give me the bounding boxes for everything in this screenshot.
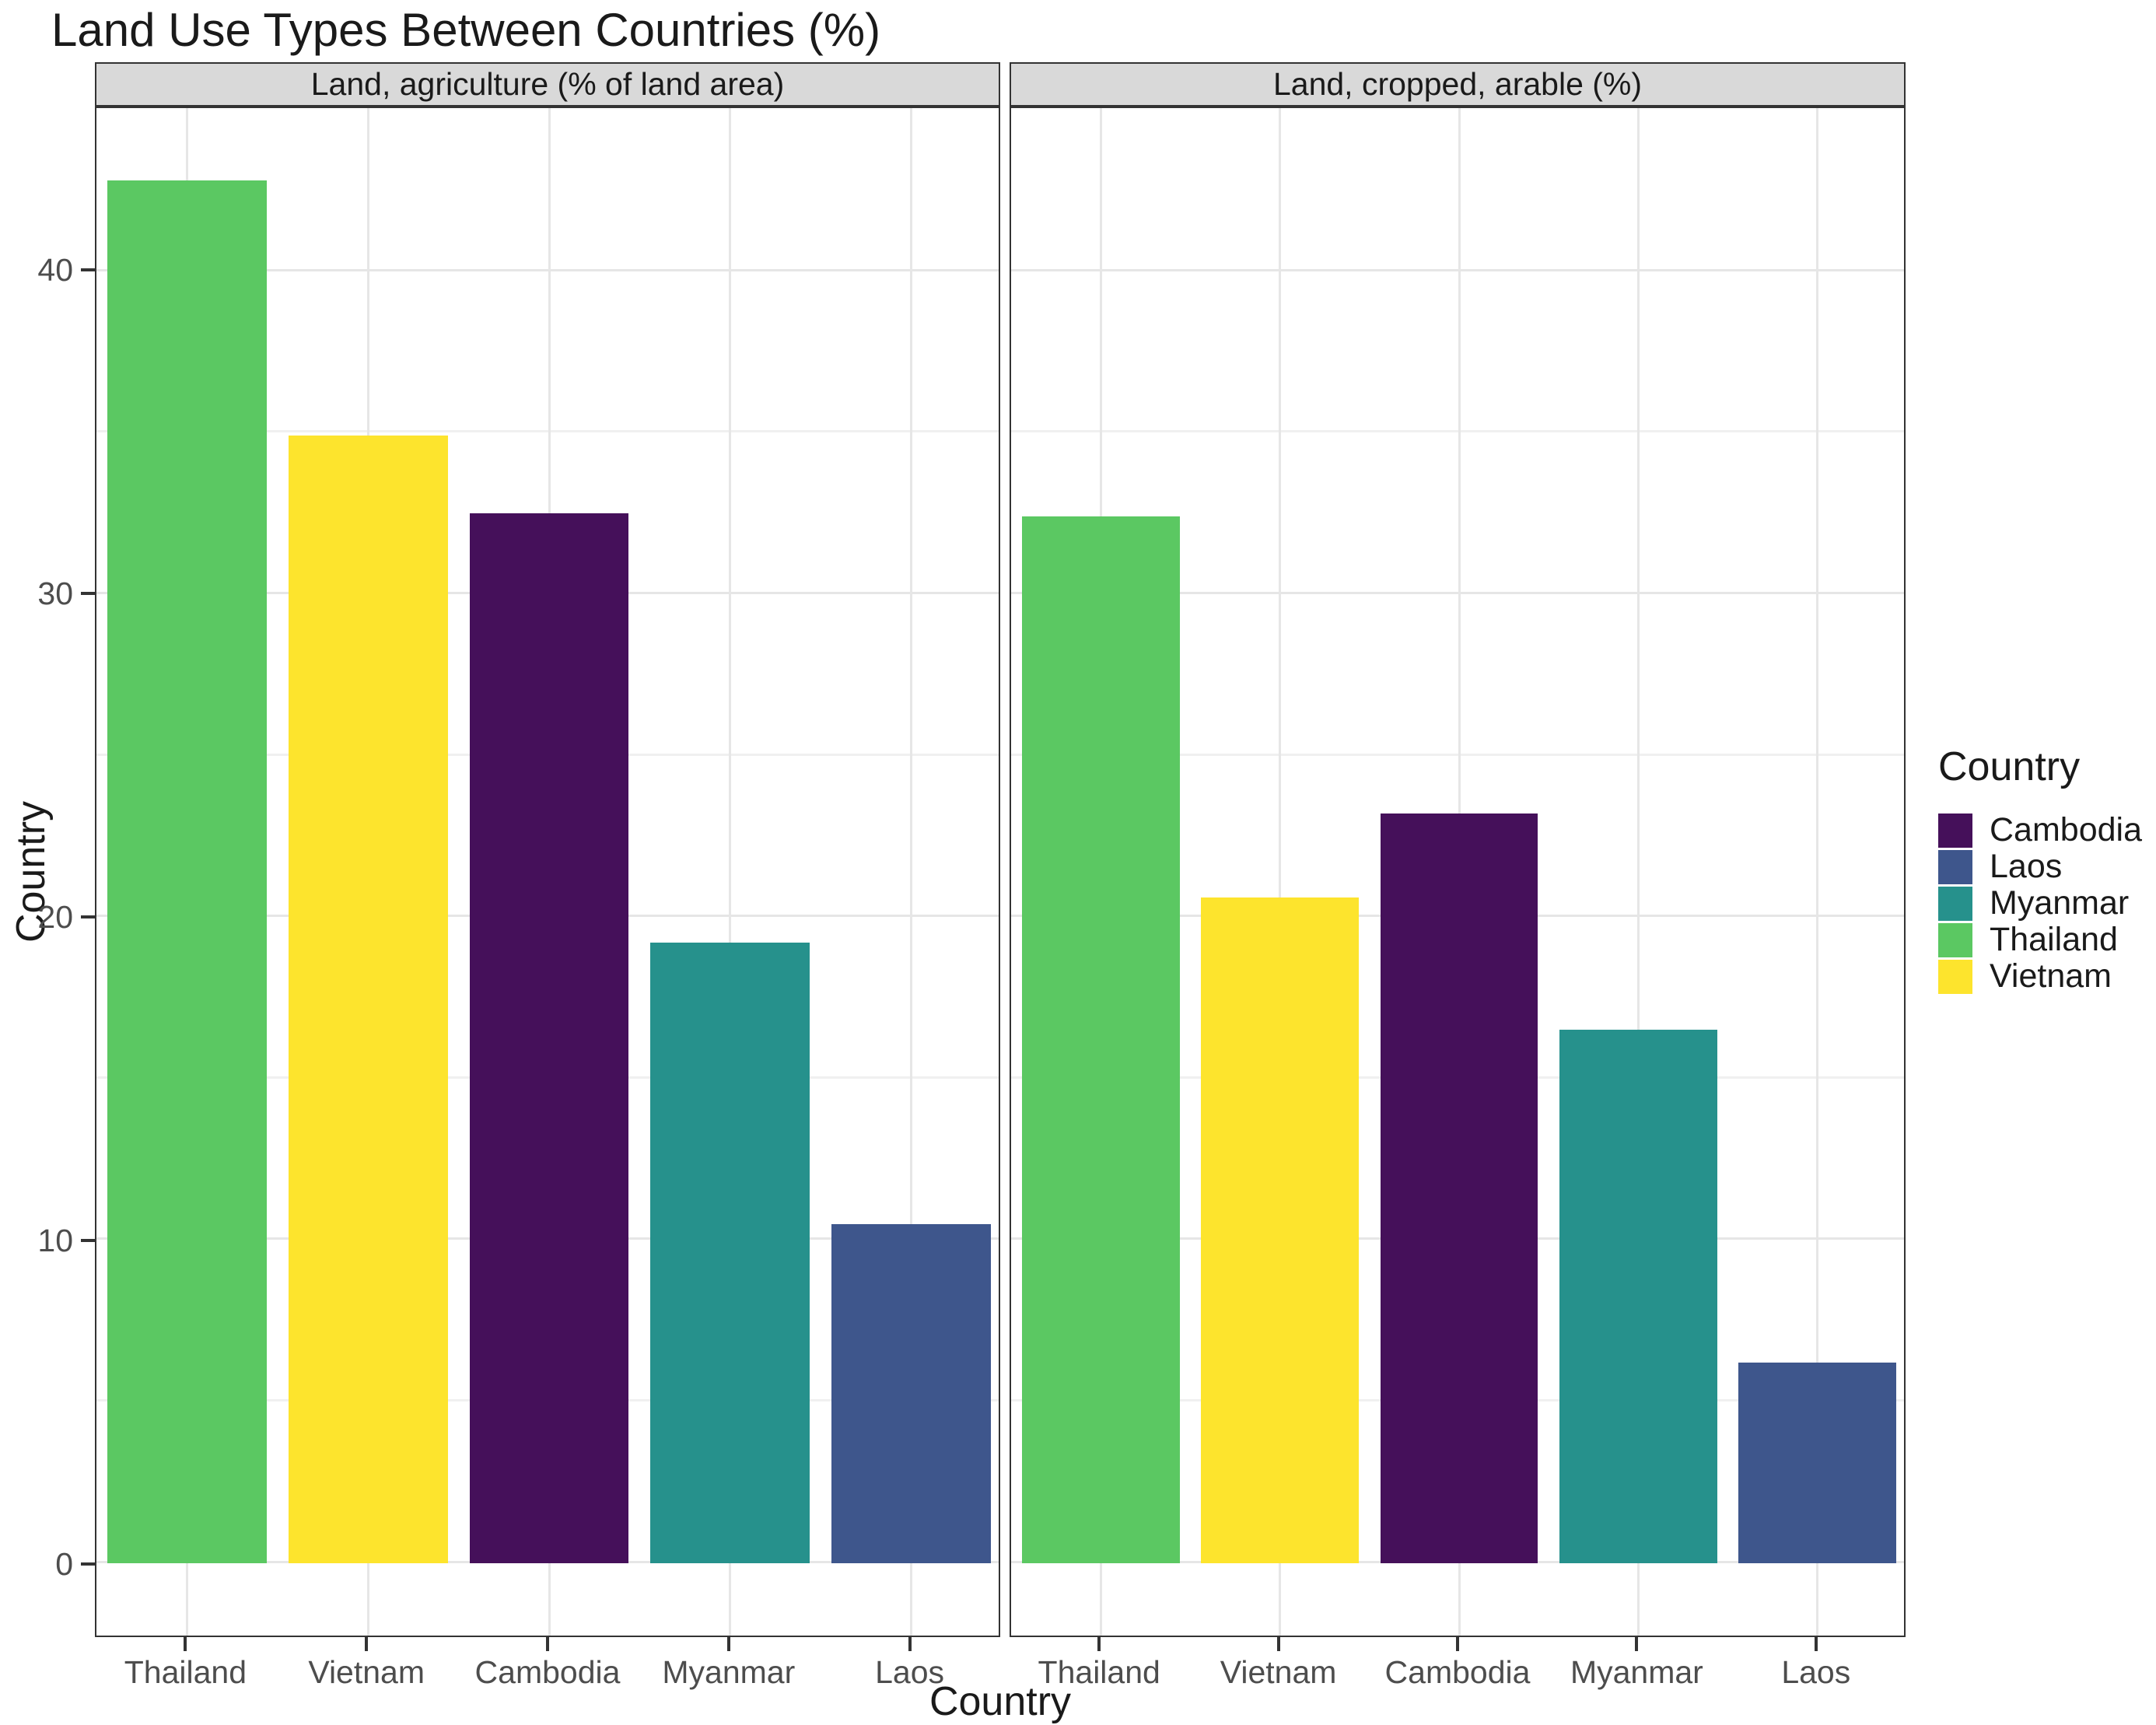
x-tick-label-myanmar: Myanmar bbox=[1570, 1654, 1703, 1690]
plot-title: Land Use Types Between Countries (%) bbox=[51, 4, 881, 56]
x-tick-myanmar bbox=[1635, 1637, 1639, 1651]
legend-item-thailand: Thailand bbox=[1938, 921, 2153, 958]
x-tick-label-cambodia: Cambodia bbox=[474, 1654, 621, 1690]
legend-label-myanmar: Myanmar bbox=[1990, 884, 2130, 922]
gridline-myanmar bbox=[729, 108, 732, 1636]
bar-laos bbox=[831, 1223, 992, 1563]
x-tick-label-cambodia: Cambodia bbox=[1384, 1654, 1531, 1690]
legend-swatch-vietnam bbox=[1938, 959, 1972, 994]
gridline-vietnam bbox=[1279, 108, 1282, 1636]
x-tick-thailand bbox=[1097, 1637, 1101, 1651]
legend-item-myanmar: Myanmar bbox=[1938, 884, 2153, 922]
legend: Country Cambodia Laos Myanmar Thailand Vietn… bbox=[1938, 744, 2153, 995]
facet-strip-arable: Land, cropped, arable (%) bbox=[1010, 62, 1906, 107]
legend-swatch-thailand bbox=[1938, 922, 1972, 957]
gridline-laos bbox=[1816, 108, 1819, 1636]
bar-laos bbox=[1738, 1363, 1897, 1563]
bar-vietnam bbox=[288, 436, 448, 1563]
x-tick-label-thailand: Thailand bbox=[124, 1654, 247, 1690]
gridline-laos bbox=[910, 108, 913, 1636]
y-tick-30 bbox=[81, 592, 95, 596]
y-tick-20 bbox=[81, 915, 95, 919]
minor-gridline-y35 bbox=[96, 430, 999, 433]
y-tick-label-40: 40 bbox=[37, 252, 73, 289]
panel-agriculture bbox=[95, 107, 1000, 1637]
y-tick-0 bbox=[81, 1562, 95, 1566]
x-axis-title: Country bbox=[929, 1679, 1072, 1724]
legend-label-laos: Laos bbox=[1990, 848, 2063, 885]
bar-myanmar bbox=[650, 943, 810, 1563]
y-tick-label-30: 30 bbox=[37, 576, 73, 612]
legend-title: Country bbox=[1938, 744, 2081, 789]
x-tick-vietnam bbox=[365, 1637, 369, 1651]
y-tick-10 bbox=[81, 1239, 95, 1243]
x-tick-label-laos: Laos bbox=[1781, 1654, 1851, 1690]
legend-label-cambodia: Cambodia bbox=[1990, 811, 2142, 849]
y-tick-label-10: 10 bbox=[37, 1223, 73, 1259]
y-tick-label-20: 20 bbox=[37, 899, 73, 936]
bar-thailand bbox=[1021, 516, 1180, 1563]
bar-cambodia bbox=[1380, 814, 1538, 1563]
legend-item-laos: Laos bbox=[1938, 848, 2153, 885]
major-gridline-y40 bbox=[1011, 268, 1904, 271]
legend-item-cambodia: Cambodia bbox=[1938, 811, 2153, 849]
x-tick-label-vietnam: Vietnam bbox=[308, 1654, 425, 1690]
bar-cambodia bbox=[469, 513, 629, 1563]
y-tick-40 bbox=[81, 268, 95, 272]
x-tick-label-laos: Laos bbox=[875, 1654, 945, 1690]
y-tick-label-0: 0 bbox=[55, 1546, 73, 1583]
x-tick-vietnam bbox=[1276, 1637, 1280, 1651]
major-gridline-y40 bbox=[96, 268, 999, 271]
x-tick-label-myanmar: Myanmar bbox=[662, 1654, 796, 1690]
minor-gridline-y35 bbox=[1011, 430, 1904, 433]
facet-strip-agriculture: Land, agriculture (% of land area) bbox=[95, 62, 1000, 107]
x-tick-label-thailand: Thailand bbox=[1038, 1654, 1160, 1690]
legend-swatch-cambodia bbox=[1938, 813, 1972, 848]
legend-items: Cambodia Laos Myanmar Thailand Vietnam bbox=[1938, 811, 2153, 995]
x-tick-myanmar bbox=[726, 1637, 730, 1651]
x-tick-cambodia bbox=[1456, 1637, 1459, 1651]
y-axis-title: Country bbox=[9, 800, 54, 943]
major-gridline-y30 bbox=[1011, 591, 1904, 594]
minor-gridline-y25 bbox=[1011, 753, 1904, 756]
x-tick-laos bbox=[1814, 1637, 1818, 1651]
legend-item-vietnam: Vietnam bbox=[1938, 957, 2153, 995]
x-tick-thailand bbox=[184, 1637, 187, 1651]
legend-label-vietnam: Vietnam bbox=[1990, 957, 2112, 995]
x-tick-cambodia bbox=[546, 1637, 549, 1651]
gridline-myanmar bbox=[1636, 108, 1640, 1636]
legend-label-thailand: Thailand bbox=[1990, 921, 2118, 958]
bar-vietnam bbox=[1201, 897, 1359, 1563]
bar-myanmar bbox=[1559, 1030, 1717, 1563]
bar-thailand bbox=[107, 180, 267, 1563]
legend-swatch-laos bbox=[1938, 849, 1972, 884]
panel-arable bbox=[1010, 107, 1906, 1637]
x-tick-laos bbox=[908, 1637, 912, 1651]
legend-swatch-myanmar bbox=[1938, 886, 1972, 921]
x-tick-label-vietnam: Vietnam bbox=[1220, 1654, 1337, 1690]
